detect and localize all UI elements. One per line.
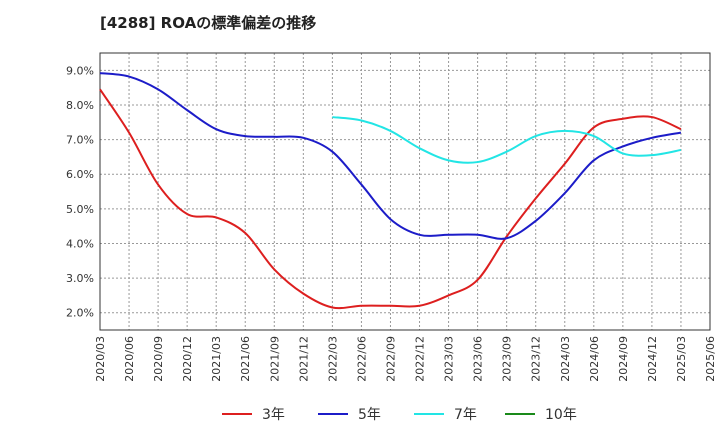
x-tick-label: 2022/03 [326,336,339,382]
x-tick-label: 2021/06 [239,336,252,382]
x-tick-label: 2024/06 [588,336,601,382]
legend: 3年 5年 7年 10年 [222,407,577,423]
x-tick-label: 2025/06 [704,336,717,382]
y-tick-label: 9.0% [66,64,94,77]
x-tick-label: 2020/06 [123,336,136,382]
series-line-1 [99,72,682,240]
x-axis: 2020/03 2020/06 2020/09 2020/12 2021/03 2021/… [94,336,717,382]
series-line-0 [99,88,682,310]
legend-label: 7年 [454,407,477,423]
plot-frame [99,52,711,331]
x-tick-label: 2021/09 [268,336,281,382]
chart-title: [4288] ROAの標準偏差の推移 [100,14,317,32]
y-tick-label: 7.0% [66,134,94,147]
y-tick-label: 4.0% [66,237,94,250]
y-tick-label: 5.0% [66,203,94,216]
x-tick-label: 2020/09 [152,336,165,382]
legend-label: 3年 [262,407,285,423]
series-line-2 [332,116,682,164]
x-tick-label: 2022/06 [355,336,368,382]
x-tick-label: 2024/12 [646,336,659,382]
x-tick-label: 2024/03 [559,336,572,382]
grid [99,53,711,330]
y-axis: 2.0% 3.0% 4.0% 5.0% 6.0% 7.0% 8.0% 9.0% [66,64,94,319]
legend-label: 10年 [545,407,577,423]
x-tick-label: 2020/03 [94,336,107,382]
x-tick-label: 2020/12 [181,336,194,382]
y-tick-label: 6.0% [66,168,94,181]
x-tick-label: 2021/03 [210,336,223,382]
x-tick-label: 2021/12 [297,336,310,382]
y-tick-label: 8.0% [66,99,94,112]
x-tick-label: 2022/09 [384,336,397,382]
x-tick-label: 2023/12 [530,336,543,382]
x-tick-label: 2022/12 [414,336,427,382]
y-tick-label: 2.0% [66,307,94,320]
x-tick-label: 2024/09 [617,336,630,382]
x-tick-label: 2025/03 [675,336,688,382]
y-tick-label: 3.0% [66,272,94,285]
legend-label: 5年 [358,407,381,423]
x-tick-label: 2023/09 [501,336,514,382]
x-tick-label: 2023/06 [472,336,485,382]
series-layer [99,72,682,310]
x-tick-label: 2023/03 [443,336,456,382]
